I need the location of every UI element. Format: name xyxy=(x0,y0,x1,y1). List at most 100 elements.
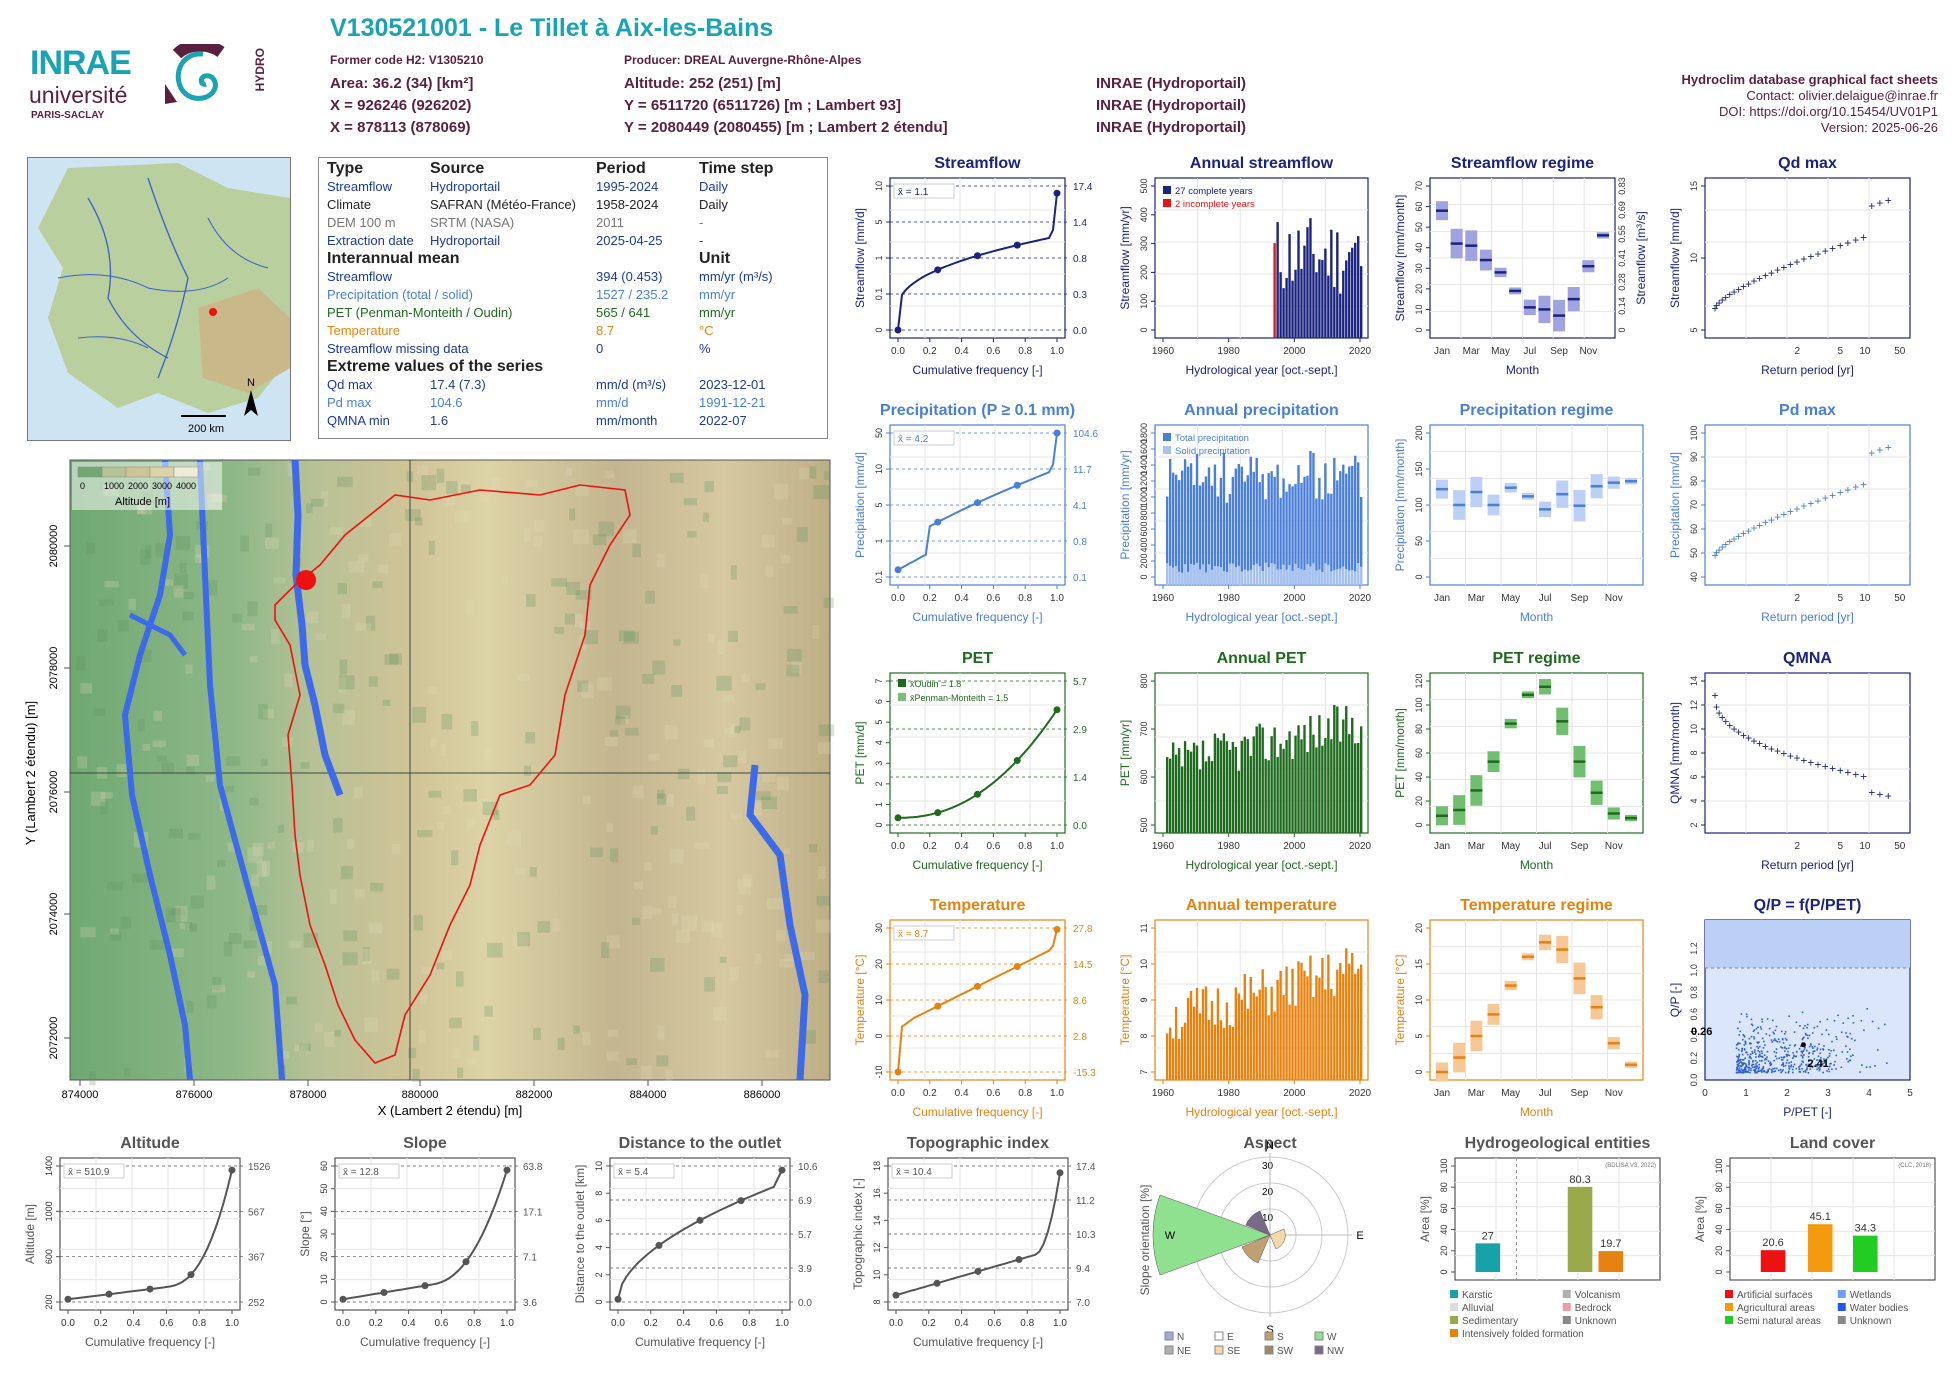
y-tick-label: 100 xyxy=(1414,697,1424,712)
map-y-tick-label: 2072000 xyxy=(48,1017,60,1060)
quantile-point xyxy=(894,814,902,822)
terrain-texture xyxy=(278,1050,290,1059)
terrain-texture xyxy=(140,549,151,565)
qp-point xyxy=(1758,1070,1761,1072)
qp-point xyxy=(1750,1035,1753,1038)
qp-point xyxy=(1745,1065,1748,1068)
terrain-texture xyxy=(174,573,188,590)
qp-point xyxy=(1819,1052,1821,1055)
terrain-texture xyxy=(315,633,326,640)
annual-bar xyxy=(1297,230,1300,338)
terrain-texture xyxy=(141,649,152,663)
data-point: + xyxy=(1829,241,1836,255)
terrain-texture xyxy=(652,908,661,915)
qp-point xyxy=(1822,1071,1824,1074)
data-point: + xyxy=(1807,497,1814,511)
qp-point xyxy=(1778,1040,1781,1043)
qp-point xyxy=(1822,1063,1824,1065)
annual-bar xyxy=(1201,482,1205,585)
chart-title: Q/P = f(P/PET) xyxy=(1754,897,1862,914)
x-axis-label: Month xyxy=(1520,858,1553,872)
annual-bar xyxy=(1354,973,1357,1080)
solid-bar xyxy=(1342,566,1345,585)
y-tick-label: 2 xyxy=(1689,822,1699,827)
chart-title: QMNA xyxy=(1783,650,1832,667)
y-tick-label: 40 xyxy=(1414,772,1424,782)
x-tick-label: 0.4 xyxy=(677,1318,691,1329)
annual-bar xyxy=(1297,961,1300,1080)
annual-bar xyxy=(1219,1020,1223,1080)
aspect-direction-label: N xyxy=(1266,1140,1274,1152)
y-axis-label: Altitude [m] xyxy=(23,1204,37,1264)
altitude-swatch xyxy=(125,466,151,478)
mean-box xyxy=(613,1163,675,1179)
y-tick-label: 500 xyxy=(1139,178,1149,193)
terrain-texture xyxy=(517,674,531,682)
contact[interactable]: Contact: olivier.delaigue@inrae.fr xyxy=(1746,88,1938,103)
annual-bar xyxy=(1174,1006,1178,1080)
terrain-texture xyxy=(686,806,696,821)
chart-title: Pd max xyxy=(1779,402,1836,419)
qp-point xyxy=(1801,1060,1804,1063)
terrain-texture xyxy=(523,527,531,542)
y-tick-label: 20 xyxy=(1414,284,1424,294)
data-point: + xyxy=(1711,301,1718,315)
annual-bar xyxy=(1327,954,1330,1080)
qp-point xyxy=(1767,1060,1770,1063)
y-tick-label: 0 xyxy=(594,1299,604,1304)
solid-bar xyxy=(1180,572,1184,585)
qp-point xyxy=(1801,1052,1804,1054)
x-tick-label: 1.0 xyxy=(1050,346,1064,357)
qp-point xyxy=(1861,1064,1863,1066)
annual-bar xyxy=(1360,726,1363,833)
terrain-texture xyxy=(620,714,629,725)
annual-bar xyxy=(1351,247,1354,338)
scale-label: 200 km xyxy=(188,423,224,435)
qp-point xyxy=(1835,1054,1838,1057)
map-y-label: Y (Lambert 2 étendu) [m] xyxy=(23,701,38,845)
solid-bar xyxy=(1309,566,1312,585)
source-2: INRAE (Hydroportail) xyxy=(1096,97,1246,114)
qp-point xyxy=(1841,1051,1843,1053)
annual-bar xyxy=(1333,287,1336,338)
quantile-label: 7.0 xyxy=(1076,1298,1090,1309)
legend-swatch xyxy=(1450,1303,1458,1311)
annual-bar xyxy=(1168,758,1172,833)
y-tick-label: 30 xyxy=(1414,263,1424,273)
data-point: + xyxy=(1774,263,1781,277)
qp-point xyxy=(1815,1064,1818,1066)
terrain-texture xyxy=(85,542,96,554)
terrain-texture xyxy=(262,709,275,719)
data-point: + xyxy=(1768,742,1775,756)
annual-bar xyxy=(1237,993,1241,1080)
qp-point xyxy=(1768,1068,1771,1070)
solid-bar xyxy=(1270,563,1273,585)
qp-point xyxy=(1752,1059,1754,1062)
terrain-texture xyxy=(656,1055,669,1067)
qp-point xyxy=(1757,1050,1759,1052)
terrain-texture xyxy=(657,789,665,799)
terrain-texture xyxy=(525,731,536,744)
terrain-texture xyxy=(812,624,820,639)
doi-link[interactable]: DOI: https://doi.org/10.15454/UV01P1 xyxy=(1719,104,1938,119)
annual-bar xyxy=(1222,453,1226,585)
annual-bar xyxy=(1360,266,1363,338)
y-tick-label: 15 xyxy=(1689,181,1699,191)
x-tick-label: 0.0 xyxy=(891,1088,905,1099)
annual-bar xyxy=(1237,464,1241,585)
qp-point xyxy=(1741,1062,1743,1065)
y-tick-label: 200 xyxy=(44,1294,54,1309)
y-tick-label: 1400 xyxy=(44,1156,54,1176)
x-tick-label: 50 xyxy=(1894,841,1906,852)
x-tick-label: 0.2 xyxy=(369,1318,383,1329)
terrain-texture xyxy=(642,906,653,919)
data-point: + xyxy=(1713,700,1720,714)
aspect-sector-w xyxy=(1152,1194,1271,1276)
annual-bar xyxy=(1255,457,1258,585)
data-point: + xyxy=(1768,513,1775,527)
annual-bar xyxy=(1261,969,1264,1080)
qp-point xyxy=(1750,1018,1753,1021)
quantile-point xyxy=(380,1288,388,1296)
qp-point xyxy=(1781,1059,1783,1061)
y-tick-label: 8 xyxy=(1139,1033,1149,1038)
